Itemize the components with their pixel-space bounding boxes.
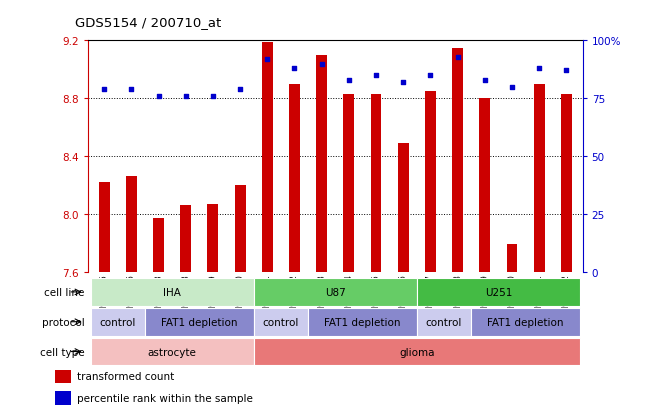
Text: FAT1 depletion: FAT1 depletion [488,317,564,327]
Point [534,66,544,72]
Point [235,86,245,93]
Text: transformed count: transformed count [77,371,174,381]
Point [344,77,354,84]
Point [316,61,327,68]
Point [262,57,273,63]
Bar [308,308,417,336]
Point [154,93,164,100]
Text: control: control [426,317,462,327]
Bar [55,392,71,405]
Text: FAT1 depletion: FAT1 depletion [324,317,401,327]
Text: glioma: glioma [399,347,435,357]
Bar [344,95,354,272]
Text: protocol: protocol [42,317,85,327]
Bar [452,48,463,272]
Bar [254,278,417,306]
Bar [208,204,218,272]
Text: U87: U87 [325,287,346,297]
Bar [145,308,254,336]
Bar [479,99,490,272]
Bar [153,219,164,272]
Bar [506,245,518,272]
Bar [471,308,580,336]
Point [208,93,218,100]
Bar [398,144,409,272]
Point [289,66,299,72]
Point [452,54,463,61]
Point [480,77,490,84]
Bar [180,206,191,272]
Point [561,68,572,75]
Bar [316,56,327,272]
Bar [126,177,137,272]
Bar [90,278,254,306]
Bar [417,278,580,306]
Bar [262,43,273,272]
Bar [370,95,381,272]
Point [506,84,517,91]
Bar [561,95,572,272]
Bar [90,338,254,366]
Bar [289,85,300,272]
Bar [534,85,545,272]
Bar [254,308,308,336]
Text: cell line: cell line [44,287,85,297]
Text: IHA: IHA [163,287,181,297]
Bar [425,92,436,272]
Bar [254,338,580,366]
Bar [234,185,245,272]
Text: U251: U251 [485,287,512,297]
Bar [417,308,471,336]
Text: percentile rank within the sample: percentile rank within the sample [77,393,253,403]
Point [99,86,109,93]
Point [126,86,137,93]
Text: FAT1 depletion: FAT1 depletion [161,317,238,327]
Text: control: control [100,317,136,327]
Point [425,73,436,79]
Bar [99,183,109,272]
Point [371,73,381,79]
Text: GDS5154 / 200710_at: GDS5154 / 200710_at [75,16,221,29]
Point [180,93,191,100]
Bar [55,370,71,383]
Bar [90,308,145,336]
Text: control: control [263,317,299,327]
Text: cell type: cell type [40,347,85,357]
Point [398,80,408,86]
Text: astrocyte: astrocyte [148,347,197,357]
